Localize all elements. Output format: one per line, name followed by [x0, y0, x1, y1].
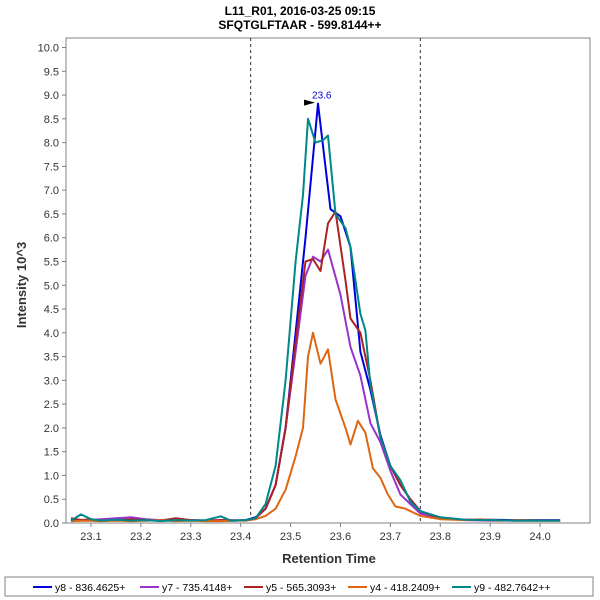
legend-entry-label: y4 - 418.2409+: [370, 582, 440, 594]
x-tick-label: 23.8: [430, 531, 451, 543]
y-tick-label: 1.0: [44, 470, 59, 482]
integration-boundaries: [250, 38, 421, 523]
y-tick-label: 2.5: [44, 399, 59, 411]
y-tick-label: 9.0: [44, 90, 59, 102]
y-tick-label: 6.0: [44, 233, 59, 245]
y-tick-label: 5.5: [44, 256, 59, 268]
peak-label: 23.6: [312, 91, 332, 102]
y-tick-label: 8.0: [44, 138, 59, 150]
legend-entry-label: y5 - 565.3093+: [266, 582, 336, 594]
y-axis-label: Intensity 10^3: [14, 242, 29, 328]
series-lines: [70, 102, 561, 523]
legend-entry-label: y8 - 836.4625+: [55, 582, 125, 594]
y-tick-label: 8.5: [44, 114, 59, 126]
y-tick-label: 7.0: [44, 185, 59, 197]
legend: y8 - 836.4625+ y7 - 735.4148+ y5 - 565.309…: [4, 576, 594, 597]
x-tick-label: 23.1: [80, 531, 101, 543]
x-tick-label: 24.0: [529, 531, 550, 543]
y-tick-label: 3.0: [44, 375, 59, 387]
y-tick-label: 6.5: [44, 209, 59, 221]
x-tick-label: 23.3: [180, 531, 201, 543]
y-tick-label: 9.5: [44, 66, 59, 78]
chart-title: L11_R01, 2016-03-25 09:15: [225, 4, 376, 18]
y-tick-label: 10.0: [38, 43, 59, 55]
x-tick-label: 23.6: [330, 531, 351, 543]
series-line: [70, 117, 561, 523]
x-tick-label: 23.9: [479, 531, 500, 543]
y-tick-label: 0.0: [44, 518, 59, 530]
x-tick-label: 23.5: [280, 531, 301, 543]
y-tick-label: 3.5: [44, 352, 59, 364]
x-tick-label: 23.7: [380, 531, 401, 543]
legend-entry-label: y7 - 735.4148+: [162, 582, 232, 594]
y-tick-label: 4.0: [44, 328, 59, 340]
x-axis-label: Retention Time: [282, 551, 376, 566]
y-tick-label: 7.5: [44, 161, 59, 173]
plot-frame: [65, 37, 591, 524]
peak-arrow-icon: [304, 99, 316, 106]
peak-annotation: 23.6: [304, 91, 332, 106]
chart-subtitle: SFQTGLFTAAR - 599.8144++: [218, 18, 381, 32]
y-tick-label: 5.0: [44, 280, 59, 292]
x-tick-label: 23.2: [130, 531, 151, 543]
y-tick-label: 2.0: [44, 423, 59, 435]
y-tick-label: 0.5: [44, 494, 59, 506]
y-tick-label: 1.5: [44, 447, 59, 459]
legend-entry-label: y9 - 482.7642++: [474, 582, 550, 594]
legend-box: [4, 576, 594, 597]
axes: 0.0 0.5 1.0 1.5 2.0 2.5 3.0 3.5 4.0 4.5 5.0 5.5 6.0 6…: [38, 37, 591, 543]
y-tick-label: 4.5: [44, 304, 59, 316]
x-tick-label: 23.4: [230, 531, 251, 543]
